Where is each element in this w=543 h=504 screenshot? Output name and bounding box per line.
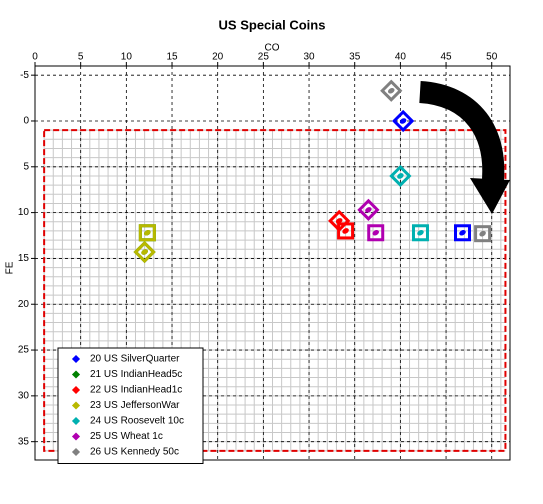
legend-label: 21 US IndianHead5c — [90, 369, 182, 380]
point-square — [454, 224, 471, 242]
point-core — [459, 229, 466, 236]
point-diamond — [133, 240, 156, 264]
legend-marker — [71, 354, 81, 364]
legend-label: 26 US Kennedy 50c — [90, 447, 179, 458]
x-tick-label: 15 — [166, 52, 178, 63]
legend-marker — [71, 401, 81, 410]
point-square — [411, 224, 429, 242]
x-tick-label: 5 — [78, 52, 84, 63]
legend-marker — [71, 447, 81, 457]
y-tick-label: 5 — [23, 161, 29, 172]
point-core — [365, 207, 372, 213]
point-core — [335, 218, 343, 224]
x-tick-label: 10 — [121, 52, 133, 63]
legend-label: 23 US JeffersonWar — [90, 400, 180, 411]
arrow-body — [418, 81, 505, 192]
x-tick-label: 35 — [349, 52, 361, 63]
point-square — [337, 222, 355, 240]
point-core — [387, 87, 395, 94]
point-core — [372, 229, 379, 236]
point-core — [397, 173, 404, 179]
point-core — [417, 229, 424, 236]
legend-marker — [71, 385, 81, 395]
y-tick-label: 15 — [18, 253, 30, 264]
x-tick-label: 20 — [212, 52, 224, 63]
legend-label: 22 US IndianHead1c — [90, 385, 182, 396]
point-core — [399, 118, 407, 124]
x-tick-label: 30 — [303, 52, 315, 63]
y-tick-label: -5 — [20, 70, 29, 81]
x-axis-label: CO — [265, 43, 280, 54]
y-tick-label: 20 — [18, 299, 30, 310]
point-diamond — [380, 79, 403, 102]
point-square — [367, 224, 385, 242]
x-tick-label: 0 — [32, 52, 38, 63]
legend-label: 25 US Wheat 1c — [90, 431, 163, 442]
chart-title: US Special Coins — [219, 17, 326, 32]
y-tick-label: 10 — [18, 207, 30, 218]
point-diamond — [389, 164, 412, 188]
point-diamond — [392, 109, 415, 133]
legend-box — [57, 347, 204, 464]
point-core — [144, 229, 151, 236]
point-core — [479, 230, 486, 237]
point-square — [474, 225, 492, 243]
y-tick-label: 25 — [18, 345, 30, 356]
x-tick-label: 40 — [395, 52, 407, 63]
y-tick-label: 35 — [18, 436, 30, 447]
legend-label: 24 US Roosevelt 10c — [90, 416, 184, 427]
plot-frame — [34, 65, 511, 461]
y-axis-label: FE — [5, 261, 16, 274]
legend-marker — [71, 416, 81, 426]
point-core — [342, 228, 349, 234]
x-tick-label: 50 — [486, 52, 498, 63]
arrow-head — [470, 178, 510, 214]
y-tick-label: 0 — [23, 116, 29, 127]
legend: 20 US SilverQuarter 21 US IndianHead5c 22 … — [57, 347, 204, 464]
highlight-box — [43, 129, 507, 452]
point-diamond — [357, 198, 380, 221]
legend-marker — [71, 432, 81, 441]
legend-marker — [71, 370, 81, 379]
x-tick-label: 45 — [440, 52, 452, 63]
x-tick-label: 25 — [258, 52, 270, 63]
y-tick-label: 30 — [18, 391, 30, 402]
legend-label: 20 US SilverQuarter — [90, 354, 180, 365]
point-core — [141, 249, 148, 255]
point-square — [138, 224, 156, 242]
